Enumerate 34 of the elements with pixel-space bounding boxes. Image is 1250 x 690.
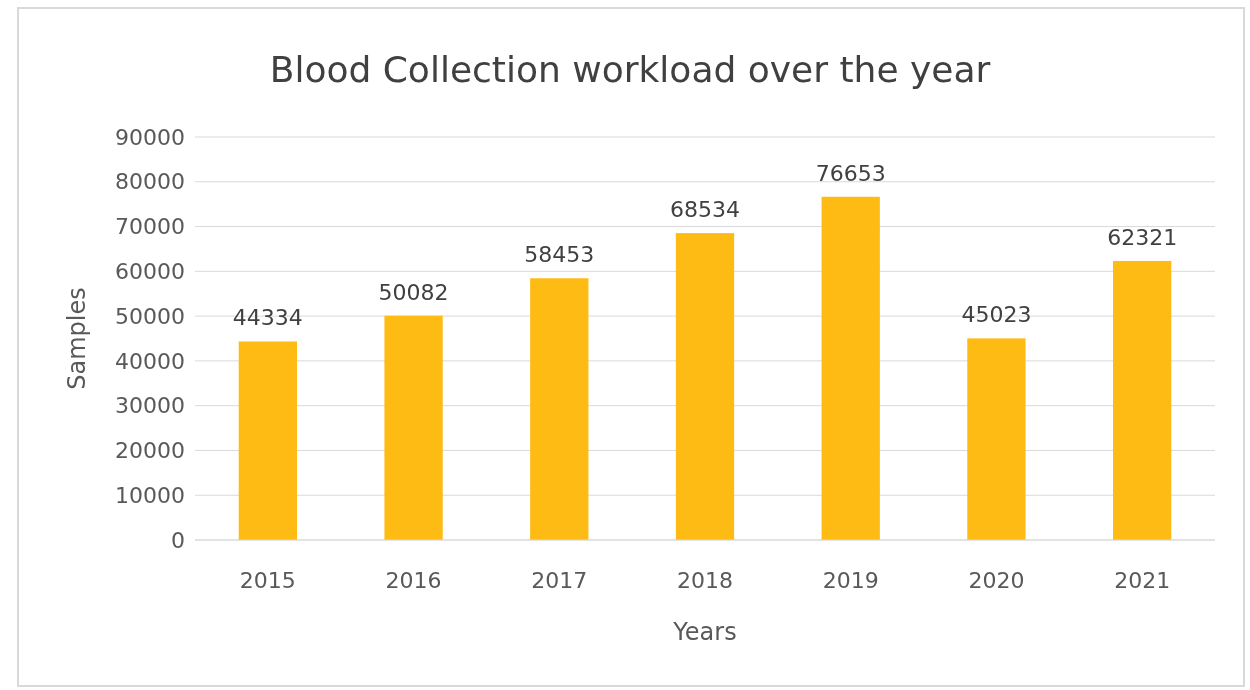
- data-label: 68534: [670, 197, 740, 223]
- data-label: 58453: [524, 242, 595, 268]
- bar: [821, 196, 880, 540]
- data-label: 76653: [815, 160, 886, 186]
- y-tick-label: 90000: [115, 124, 185, 150]
- x-axis-title: Years: [672, 618, 737, 646]
- x-tick-label: 2017: [531, 568, 588, 593]
- data-label: 62321: [1107, 224, 1178, 250]
- y-tick-label: 40000: [115, 348, 185, 374]
- y-tick-label: 20000: [115, 438, 185, 464]
- bar: [530, 278, 589, 540]
- bar: [384, 315, 443, 540]
- bar: [967, 338, 1026, 540]
- x-tick-label: 2018: [677, 568, 733, 593]
- y-tick-label: 10000: [115, 482, 185, 508]
- y-tick-label: 70000: [115, 214, 185, 240]
- x-tick-label: 2019: [822, 568, 879, 593]
- y-tick-label: 0: [171, 527, 185, 553]
- data-label: 45023: [961, 302, 1032, 328]
- x-tick-label: 2015: [239, 568, 296, 593]
- y-tick-label: 30000: [115, 393, 185, 419]
- bar: [675, 233, 735, 540]
- x-tick-label: 2021: [1114, 568, 1171, 593]
- bar: [1113, 260, 1172, 540]
- y-axis-title: Samples: [63, 287, 91, 390]
- y-tick-label: 80000: [115, 169, 185, 195]
- bar: [238, 341, 297, 540]
- data-label: 50082: [378, 279, 449, 305]
- y-tick-label: 60000: [115, 259, 185, 285]
- chart-title: Blood Collection workload over the year: [269, 49, 991, 90]
- y-tick-label: 50000: [115, 303, 185, 329]
- x-tick-label: 2016: [385, 568, 442, 593]
- data-label: 44334: [232, 305, 303, 331]
- x-tick-label: 2020: [968, 568, 1025, 593]
